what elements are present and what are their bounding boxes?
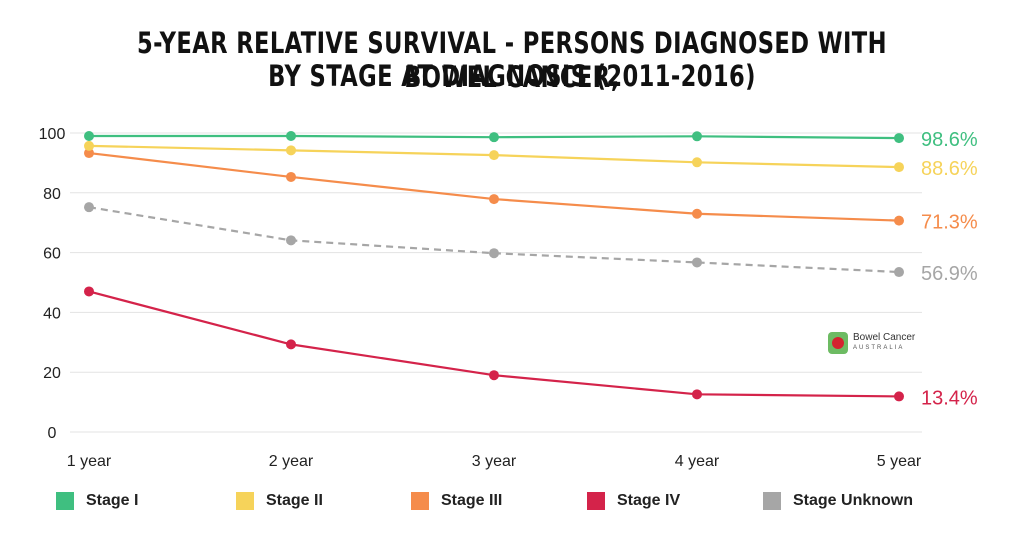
data-point xyxy=(894,267,904,278)
legend-label: Stage IV xyxy=(617,492,681,509)
y-tick-label: 60 xyxy=(43,246,61,263)
end-value-label: 56.9% xyxy=(921,263,978,285)
y-tick-label: 20 xyxy=(43,365,61,382)
end-value-label: 88.6% xyxy=(921,158,978,180)
data-point xyxy=(286,171,296,182)
data-point xyxy=(692,131,702,142)
data-point xyxy=(489,248,499,259)
legend-swatch xyxy=(587,492,605,510)
data-point xyxy=(489,194,499,205)
chart-title-line1: 5-YEAR RELATIVE SURVIVAL - PERSONS DIAGN… xyxy=(137,26,887,94)
legend-label: Stage Unknown xyxy=(793,492,914,509)
data-point xyxy=(286,235,296,246)
data-point xyxy=(489,132,499,143)
data-point xyxy=(286,130,296,141)
bowel-cancer-australia-logo: Bowel Cancer AUSTRALIA xyxy=(828,332,915,354)
legend-swatch xyxy=(763,492,781,510)
chart-title-line2: BY STAGE AT DIAGNOSIS (2011-2016) xyxy=(268,59,756,93)
legend-swatch xyxy=(411,492,429,510)
x-tick-label: 1 year xyxy=(67,453,112,470)
legend-label: Stage II xyxy=(266,492,323,509)
legend-item: Stage II xyxy=(236,492,323,510)
data-point xyxy=(894,162,904,173)
data-point xyxy=(692,389,702,400)
data-point xyxy=(692,157,702,168)
apple-logo-icon xyxy=(828,332,848,354)
logo-text-line1: Bowel Cancer xyxy=(853,332,916,343)
legend-swatch xyxy=(236,492,254,510)
x-tick-label: 3 year xyxy=(472,453,517,470)
data-point xyxy=(489,150,499,161)
legend-label: Stage I xyxy=(86,492,139,509)
y-tick-label: 100 xyxy=(39,126,66,143)
legend-item: Stage I xyxy=(56,492,138,510)
legend-label: Stage III xyxy=(441,492,503,509)
chart-legend: Stage I Stage II Stage III Stage IV Stage Un… xyxy=(0,492,1024,514)
data-point xyxy=(84,286,94,297)
data-point xyxy=(894,133,904,144)
data-point xyxy=(84,140,94,151)
data-point xyxy=(286,339,296,350)
x-tick-label: 5 year xyxy=(877,453,922,470)
end-value-label: 71.3% xyxy=(921,212,978,234)
logo-text-line2: AUSTRALIA xyxy=(853,345,905,351)
data-point xyxy=(692,257,702,268)
end-value-label: 13.4% xyxy=(921,387,978,409)
data-point xyxy=(489,370,499,381)
y-tick-label: 40 xyxy=(43,305,61,322)
data-point xyxy=(84,202,94,213)
y-tick-label: 0 xyxy=(48,425,57,442)
data-point xyxy=(286,145,296,156)
x-tick-label: 2 year xyxy=(269,453,314,470)
data-point xyxy=(894,215,904,226)
legend-swatch xyxy=(56,492,74,510)
legend-item: Stage Unknown xyxy=(763,492,913,510)
series-line xyxy=(88,290,900,398)
legend-item: Stage III xyxy=(411,492,502,510)
data-point xyxy=(84,148,94,159)
data-point xyxy=(84,130,94,141)
end-value-label: 98.6% xyxy=(921,129,978,151)
y-tick-label: 80 xyxy=(43,186,61,203)
x-tick-label: 4 year xyxy=(675,453,720,470)
data-point xyxy=(692,208,702,219)
data-point xyxy=(894,391,904,402)
legend-item: Stage IV xyxy=(587,492,680,510)
